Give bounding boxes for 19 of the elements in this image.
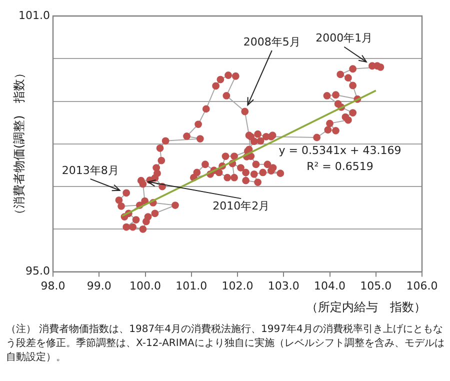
y-axis-title: （消費者物価(調整) 指数） — [12, 67, 26, 221]
x-tick-label: 98.0 — [40, 279, 66, 292]
x-tick-label: 101.0 — [176, 279, 208, 292]
y-tick-label: 95.0 — [26, 264, 50, 278]
annotation: y = 0.5341x + 43.169 — [278, 144, 402, 157]
x-axis-title: （所定内給与 指数） — [306, 300, 426, 314]
x-tick-label: 106.0 — [406, 279, 438, 292]
annotation: 2013年8月 — [62, 164, 119, 177]
annotation: 2010年2月 — [212, 199, 270, 212]
x-tick-label: 104.0 — [314, 279, 346, 292]
text: （注） 消費者物価指数は、1987年4月の消費税法施行、1997年4月の消費税率引き上げにともなう段差を修正。季節調整は、X-12-ARIMAにより独自に実施（レベルシフト調整を含み、モデルは自動設定）。 — [6, 323, 446, 365]
annotation: R² = 0.6519 — [306, 160, 374, 173]
x-tick-label: 99.0 — [86, 279, 112, 292]
x-tick-label: 105.0 — [360, 279, 392, 292]
annotation: 2008年5月 — [243, 35, 300, 48]
x-tick-label: 103.0 — [268, 279, 300, 292]
x-tick-label: 100.0 — [130, 279, 161, 292]
x-tick-label: 102.0 — [222, 279, 254, 292]
annotation: 2000年1月 — [316, 32, 373, 45]
